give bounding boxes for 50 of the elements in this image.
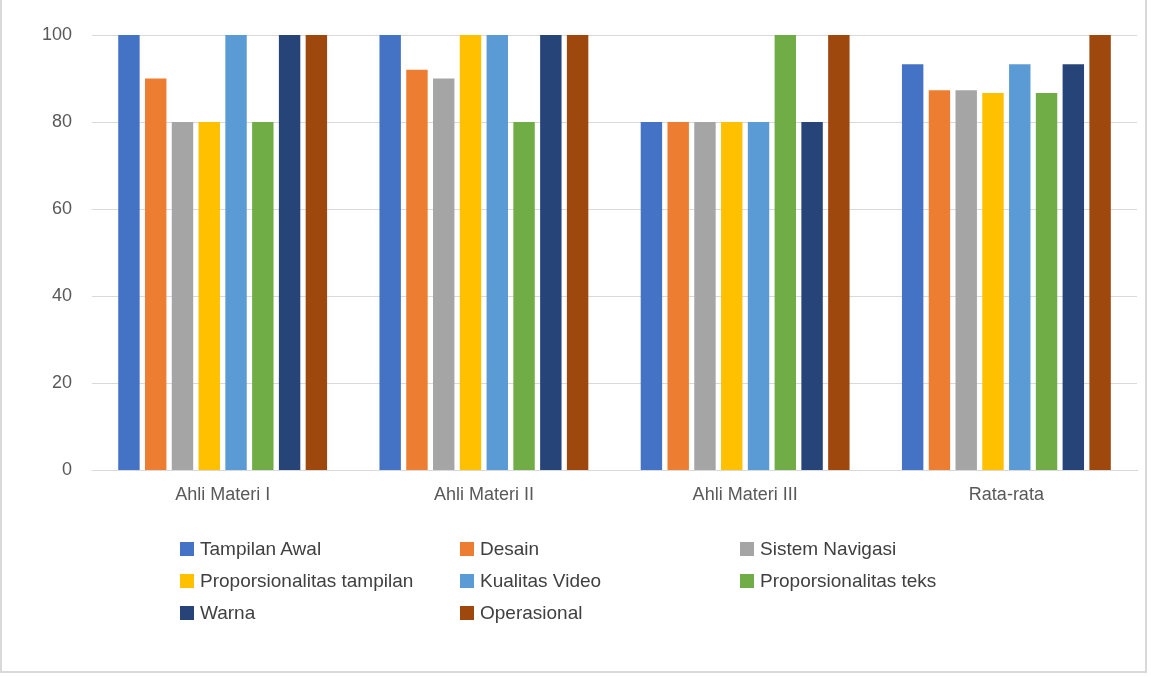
legend-label: Warna: [200, 602, 256, 624]
bar: [513, 122, 535, 470]
bar: [252, 122, 274, 470]
bar: [928, 90, 951, 470]
bar: [486, 35, 508, 470]
legend-label: Sistem Navigasi: [760, 538, 897, 560]
bar: [901, 64, 924, 470]
legend-label: Proporsionalitas tampilan: [200, 570, 414, 592]
bar: [118, 35, 140, 470]
bar: [694, 122, 716, 470]
bar: [278, 35, 301, 470]
bar: [801, 122, 823, 470]
x-tick-label: Ahli Materi III: [692, 484, 798, 505]
bar: [225, 35, 247, 470]
bar: [406, 69, 428, 470]
bar: [171, 122, 194, 470]
y-tick-label: 40: [52, 285, 73, 306]
bar: [982, 92, 1004, 470]
bar: [640, 122, 663, 470]
bar: [433, 78, 455, 470]
legend-label: Kualitas Video: [480, 570, 602, 592]
bar: [198, 122, 220, 470]
y-tick-label: 20: [52, 372, 73, 393]
bar: [747, 122, 770, 470]
bar: [145, 78, 167, 470]
bar: [667, 122, 689, 470]
y-tick-label: 60: [52, 198, 73, 219]
x-tick-label: Ahli Materi I: [175, 484, 271, 505]
x-tick-label: Rata-rata: [968, 484, 1045, 505]
legend-label: Tampilan Awal: [200, 538, 322, 560]
y-tick-label: 0: [62, 459, 73, 480]
bar: [1062, 64, 1085, 470]
x-tick-label: Ahli Materi II: [433, 484, 534, 505]
bar: [459, 35, 482, 470]
bar: [379, 35, 401, 470]
bar: [566, 35, 589, 470]
legend-label: Operasional: [480, 602, 583, 624]
legend-label: Desain: [480, 538, 540, 560]
bar: [1035, 92, 1058, 470]
y-tick-label: 80: [52, 111, 73, 132]
legend-label: Proporsionalitas teks: [760, 570, 937, 592]
y-tick-label: 100: [41, 23, 73, 44]
bar: [305, 35, 328, 470]
bar: [721, 122, 743, 470]
bar: [828, 35, 850, 470]
bar: [955, 90, 977, 470]
bar: [774, 35, 797, 470]
bar: [1089, 35, 1111, 470]
bar: [1009, 64, 1031, 470]
bar: [540, 35, 562, 470]
